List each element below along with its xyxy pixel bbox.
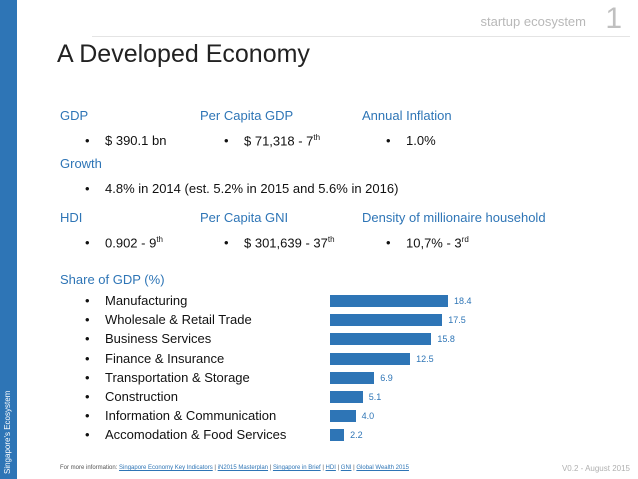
- per-capita-gdp-label: Per Capita GDP: [200, 108, 294, 123]
- version-label: V0.2 - August 2015: [561, 464, 630, 473]
- millionaire-density-value: • 10,7% - 3rd: [386, 235, 469, 251]
- gdp-bar-value: 6.9: [380, 372, 393, 383]
- gdp-sector-label: Manufacturing: [105, 293, 188, 308]
- gdp-sector-label: Finance & Insurance: [105, 350, 225, 366]
- gdp-bar: [330, 410, 356, 423]
- bullet: •: [85, 133, 90, 148]
- share-of-gdp-label: Share of GDP (%): [60, 272, 165, 287]
- gdp-bar-value: 4.0: [361, 411, 375, 422]
- gdp-bar: [330, 333, 432, 346]
- gdp-sector-label: Accomodation & Food Services: [105, 427, 287, 443]
- link-singapore-in-brief[interactable]: Singapore in Brief: [272, 465, 321, 471]
- link-key-indicators[interactable]: Singapore Economy Key Indicators: [119, 465, 213, 471]
- gdp-sector-item: • Accomodation & Food Services: [85, 427, 286, 442]
- page-title: A Developed Economy: [57, 40, 310, 68]
- gdp-bar-value: 5.1: [368, 392, 382, 402]
- gdp-bar: [330, 314, 443, 327]
- separator: |: [353, 465, 355, 471]
- hdi-value: • 0.902 - 9th: [85, 235, 163, 251]
- header-divider: [92, 36, 630, 37]
- gdp-sector-item: • Construction: [85, 389, 178, 404]
- gdp-bar: [330, 371, 375, 384]
- link-gni[interactable]: GNI: [340, 465, 352, 471]
- bullet: •: [85, 408, 90, 424]
- separator: |: [337, 465, 340, 471]
- growth-label: Growth: [60, 156, 102, 171]
- gdp-sector-label: Wholesale & Retail Trade: [105, 312, 252, 328]
- gdp-bar-value: 18.4: [454, 296, 472, 306]
- bullet: •: [85, 331, 90, 347]
- link-hdi[interactable]: HDI: [325, 465, 336, 471]
- hdi-label: HDI: [60, 210, 83, 225]
- bullet: •: [224, 133, 229, 149]
- per-capita-gni-value: • $ 301,639 - 37th: [224, 235, 335, 251]
- gdp-label: GDP: [60, 108, 89, 123]
- bullet: •: [224, 235, 229, 251]
- bullet: •: [85, 369, 90, 385]
- per-capita-gni-label: Per Capita GNI: [200, 210, 289, 225]
- bullet: •: [386, 133, 391, 148]
- gdp-bar: [330, 295, 448, 307]
- gdp-sector-item: • Transportation & Storage: [85, 370, 250, 385]
- bullet: •: [85, 350, 90, 366]
- gdp-sector-label: Information & Communication: [105, 408, 277, 424]
- separator: |: [214, 465, 216, 471]
- gdp-bar-value: 12.5: [416, 353, 434, 364]
- bullet: •: [85, 293, 90, 308]
- separator: |: [269, 465, 272, 471]
- gdp-sector-item: • Wholesale & Retail Trade: [85, 312, 252, 327]
- sidebar: Singapore's Ecosystem: [0, 0, 17, 479]
- gdp-bar-value: 17.5: [448, 315, 466, 326]
- bullet: •: [85, 389, 90, 404]
- bullet: •: [85, 427, 90, 443]
- gdp-sector-item: • Information & Communication: [85, 408, 276, 423]
- per-capita-gdp-value: • $ 71,318 - 7th: [224, 133, 321, 149]
- gdp-bar: [330, 429, 345, 442]
- gdp-sector-label: Construction: [105, 389, 178, 404]
- gdp-value: • $ 390.1 bn: [85, 133, 167, 148]
- header-topic: startup ecosystem: [480, 14, 587, 29]
- bullet: •: [85, 181, 90, 196]
- gdp-sector-item: • Manufacturing: [85, 293, 187, 308]
- gdp-bar-value: 15.8: [437, 334, 455, 345]
- bullet: •: [85, 312, 90, 328]
- link-in2015-masterplan[interactable]: iN2015 Masterplan: [217, 465, 269, 471]
- footer-prefix: For more information:: [60, 465, 118, 471]
- link-global-wealth-2015[interactable]: Global Wealth 2015: [356, 465, 409, 471]
- millionaire-density-label: Density of millionaire household: [362, 210, 546, 225]
- gdp-sector-label: Transportation & Storage: [105, 369, 250, 385]
- growth-value: • 4.8% in 2014 (est. 5.2% in 2015 and 5.6…: [85, 181, 399, 196]
- gdp-sector-item: • Business Services: [85, 331, 211, 346]
- gdp-bar: [330, 352, 411, 365]
- footer-links: For more information: Singapore Economy …: [60, 465, 409, 471]
- sidebar-label: Singapore's Ecosystem: [3, 390, 12, 474]
- annual-inflation-label: Annual Inflation: [362, 108, 452, 123]
- gdp-bar-value: 2.2: [350, 430, 363, 441]
- bullet: •: [85, 235, 90, 251]
- gdp-sector-label: Business Services: [105, 331, 212, 347]
- gdp-bar: [330, 391, 363, 403]
- annual-inflation-value: • 1.0%: [386, 133, 436, 148]
- page-number: 1: [605, 2, 622, 35]
- bullet: •: [386, 235, 391, 251]
- gdp-sector-item: • Finance & Insurance: [85, 351, 224, 366]
- separator: |: [322, 465, 324, 471]
